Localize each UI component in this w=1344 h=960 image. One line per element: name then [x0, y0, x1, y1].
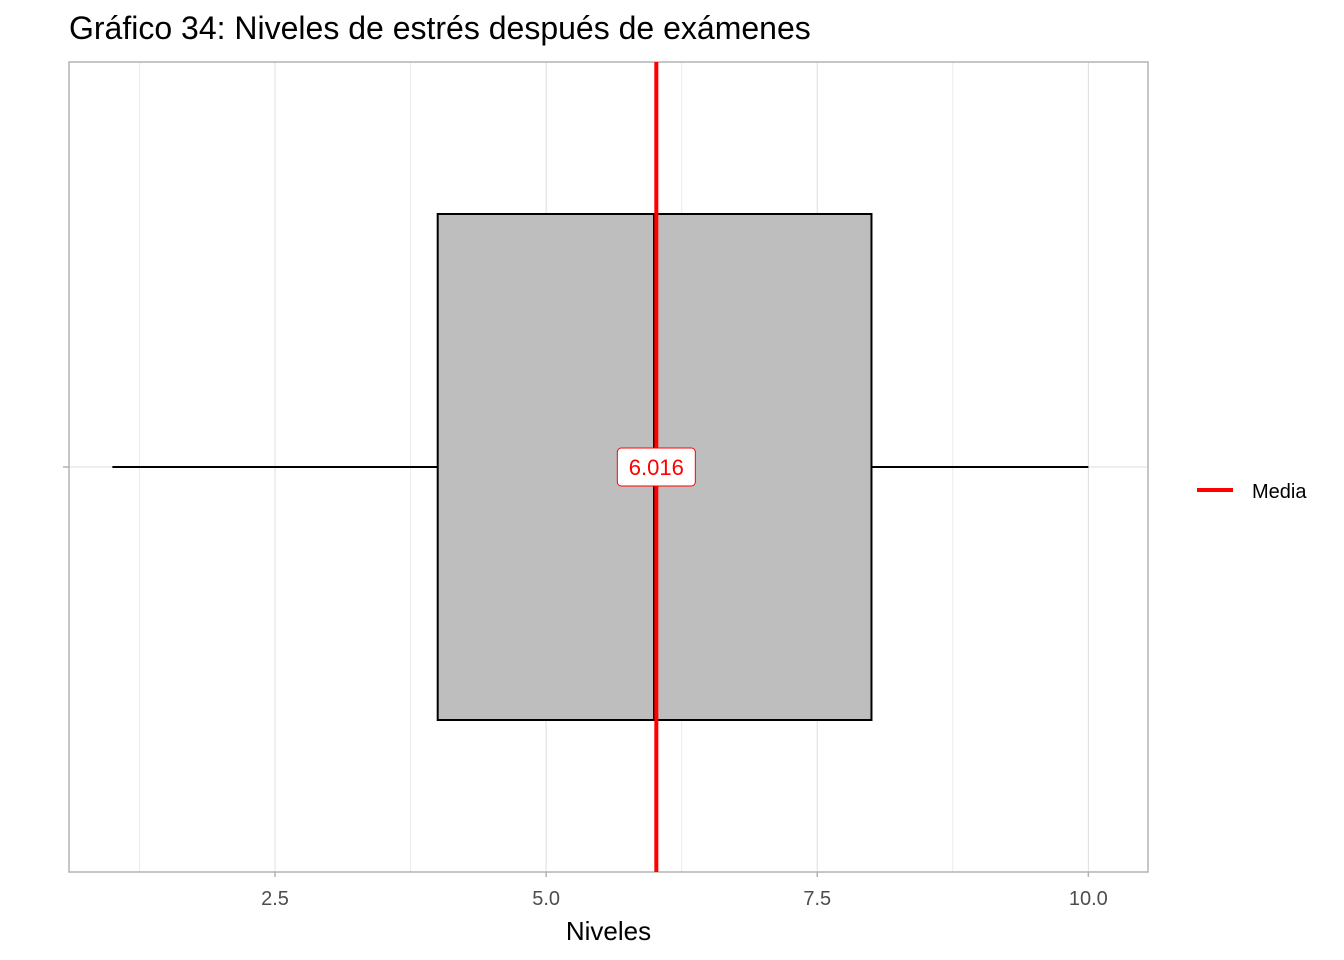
data-layer: 6.016	[112, 62, 1089, 872]
x-tick-label: 7.5	[803, 888, 831, 910]
x-tick-label: 5.0	[532, 888, 560, 910]
chart-title: Gráfico 34: Niveles de estrés después de…	[69, 10, 811, 46]
x-tick-label: 10.0	[1069, 888, 1108, 910]
x-tick-label: 2.5	[261, 888, 289, 910]
x-axis: 2.5 5.0 7.5 10.0	[63, 466, 1108, 910]
mean-label-box	[616, 447, 696, 487]
legend: Media	[1197, 481, 1307, 503]
x-axis-title: Niveles	[566, 916, 651, 946]
mean-label: 6.016	[629, 455, 684, 480]
legend-label-mean: Media	[1252, 481, 1307, 503]
